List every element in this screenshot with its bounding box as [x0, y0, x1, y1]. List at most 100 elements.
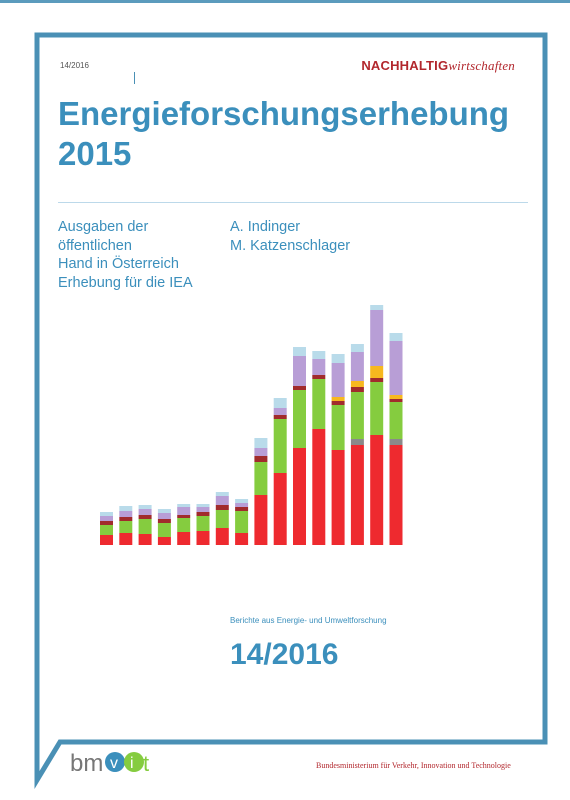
- title-line-2: 2015: [58, 135, 132, 172]
- title-line-1: Energieforschungserhebung: [58, 95, 510, 132]
- bar-segment: [389, 445, 403, 545]
- bar-segment: [389, 402, 403, 439]
- bar-segment: [389, 439, 403, 445]
- bar-segment: [177, 507, 191, 515]
- nachhaltig-wirtschaften-logo: NACHHALTIGwirtschaften: [361, 58, 515, 74]
- bar-segment: [254, 448, 268, 456]
- bar-segment: [100, 516, 113, 521]
- bar-segment: [235, 499, 249, 503]
- bar-segment: [196, 512, 210, 516]
- bar-segment: [293, 347, 306, 356]
- bar-segment: [235, 511, 249, 533]
- bar-segment: [350, 344, 364, 352]
- bar-segment: [177, 532, 191, 545]
- bar-segment: [157, 513, 171, 519]
- author-name: A. Indinger: [230, 219, 301, 235]
- bar-segment: [196, 516, 210, 531]
- bar-segment: [293, 390, 306, 448]
- bar-segment: [138, 515, 152, 519]
- subtitle-line: Erhebung für die IEA: [58, 274, 193, 291]
- issue-number-large: 14/2016: [230, 638, 339, 671]
- svg-text:bm: bm: [70, 750, 103, 776]
- bmvit-logo: bm v i t: [70, 750, 149, 776]
- bar-segment: [177, 504, 191, 507]
- bar-segment: [119, 517, 133, 521]
- bar-segment: [331, 401, 345, 405]
- logo-italic-part: wirtschaften: [448, 58, 515, 73]
- bar-segment: [138, 534, 152, 545]
- series-caption: Berichte aus Energie- und Umweltforschun…: [230, 616, 387, 625]
- header-tick: [134, 72, 135, 84]
- bar-segment: [215, 496, 229, 505]
- bar-segment: [273, 408, 287, 415]
- bar-segment: [196, 531, 210, 545]
- bar-segment: [215, 528, 229, 545]
- bar-segment: [312, 359, 326, 375]
- author-name: M. Katzenschlager: [230, 237, 351, 254]
- report-title: Energieforschungserhebung 2015: [58, 94, 509, 174]
- subtitle-line: öffentlichen: [58, 237, 132, 254]
- bar-segment: [235, 503, 249, 507]
- bar-segment: [331, 363, 345, 397]
- bar-segment: [138, 505, 152, 509]
- bar-segment: [119, 511, 133, 517]
- bar-segment: [138, 519, 152, 534]
- bar-segment: [370, 382, 384, 435]
- bar-segment: [350, 387, 364, 392]
- bar-segment: [254, 456, 268, 462]
- bar-segment: [157, 509, 171, 513]
- bar-segment: [370, 305, 384, 310]
- bar-segment: [293, 386, 306, 390]
- bar-segment: [100, 535, 113, 545]
- authors: A. Indinger M. Katzenschlager: [230, 218, 350, 255]
- report-subtitle: Ausgaben der öffentlichen Hand in Österr…: [58, 218, 193, 292]
- svg-text:i: i: [130, 755, 134, 772]
- bar-segment: [273, 398, 287, 408]
- bar-segment: [312, 379, 326, 429]
- bar-segment: [100, 512, 113, 516]
- bar-segment: [215, 505, 229, 510]
- issue-number-small: 14/2016: [60, 61, 89, 70]
- bar-segment: [100, 521, 113, 525]
- bar-segment: [119, 506, 133, 511]
- bar-segment: [350, 392, 364, 439]
- bar-segment: [293, 448, 306, 545]
- top-color-strip: [0, 0, 570, 3]
- svg-text:t: t: [143, 751, 149, 776]
- bar-segment: [331, 354, 345, 363]
- ministry-name: Bundesministerium für Verkehr, Innovatio…: [316, 761, 511, 770]
- bar-segment: [350, 352, 364, 381]
- bar-segment: [312, 375, 326, 379]
- bar-segment: [370, 366, 384, 378]
- bar-segment: [157, 523, 171, 537]
- bar-segment: [254, 462, 268, 495]
- logo-bold-part: NACHHALTIG: [361, 58, 449, 73]
- bar-segment: [331, 397, 345, 401]
- bar-segment: [157, 537, 171, 545]
- bar-segment: [389, 399, 403, 402]
- subtitle-line: Hand in Österreich: [58, 256, 179, 272]
- title-divider: [58, 202, 528, 203]
- bar-segment: [389, 333, 403, 341]
- bar-segment: [293, 356, 306, 386]
- bar-segment: [177, 515, 191, 518]
- bar-segment: [370, 378, 384, 382]
- svg-text:v: v: [110, 755, 118, 772]
- bar-segment: [157, 519, 171, 523]
- bar-segment: [196, 507, 210, 512]
- bar-segment: [100, 525, 113, 535]
- bar-segment: [215, 492, 229, 496]
- bar-segment: [254, 495, 268, 545]
- bar-segment: [389, 395, 403, 399]
- bar-segment: [177, 518, 191, 532]
- bar-segment: [350, 445, 364, 545]
- bar-segment: [370, 435, 384, 545]
- bar-segment: [273, 419, 287, 473]
- bar-segment: [312, 351, 326, 359]
- bar-segment: [350, 381, 364, 387]
- bar-segment: [235, 507, 249, 511]
- bar-segment: [389, 341, 403, 395]
- bar-segment: [370, 310, 384, 366]
